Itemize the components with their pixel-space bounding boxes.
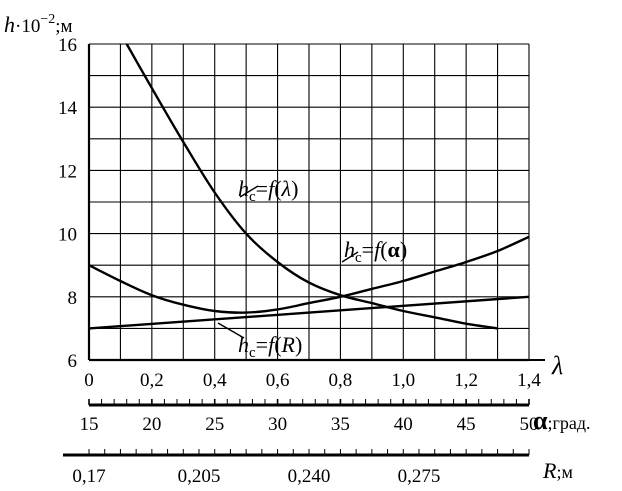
alpha-tick-label: 35 (331, 414, 350, 435)
lambda-tick-label: 0,2 (140, 370, 164, 391)
lambda-tick-label: 1,4 (517, 370, 541, 391)
leader-alpha (341, 251, 359, 263)
R-tick-label: 0,205 (178, 466, 221, 487)
annotation-lambda: hc=f(λ) (238, 176, 298, 205)
lambda-tick-label: 1,0 (391, 370, 415, 391)
x-axis-label-R: R;м (542, 458, 573, 483)
alpha-tick-label: 20 (142, 414, 161, 435)
y-tick-label: 16 (58, 35, 77, 56)
alpha-tick-label: 25 (205, 414, 224, 435)
alpha-tick-label: 40 (394, 414, 413, 435)
series-h-lambda (125, 43, 498, 330)
lambda-tick-label: 0,6 (266, 370, 290, 391)
series-h-alpha (88, 235, 530, 314)
y-tick-label: 10 (58, 225, 77, 246)
R-tick-label: 0,240 (288, 466, 331, 487)
leader-lambda (239, 185, 259, 198)
y-tick-label: 8 (68, 288, 78, 309)
annotation-alpha: hc=f(α) (344, 237, 407, 266)
lambda-tick-label: 0,8 (329, 370, 353, 391)
lambda-tick-label: 0 (84, 370, 94, 391)
leader-R (217, 322, 245, 339)
y-tick-label: 6 (68, 351, 78, 372)
x-axis-label-lambda: λ (551, 351, 563, 380)
series-h-R (88, 295, 530, 330)
y-axis-label: h·10−2;м (4, 12, 73, 37)
y-tick-label: 12 (58, 161, 77, 182)
alpha-tick-label: 30 (268, 414, 287, 435)
alpha-tick-label: 45 (457, 414, 476, 435)
lambda-tick-label: 0,4 (203, 370, 227, 391)
y-tick-label: 14 (58, 98, 78, 119)
series-layer (88, 43, 530, 330)
annotation-R: hc=f(R) (238, 332, 302, 361)
x-axis-label-alpha: α;град. (533, 406, 591, 435)
R-tick-label: 0,275 (398, 466, 441, 487)
lambda-tick-label: 1,2 (454, 370, 478, 391)
R-tick-label: 0,17 (72, 466, 105, 487)
alpha-tick-label: 50 (520, 414, 539, 435)
tick-labels: 6 8 10 12 14 16 0 0,2 0,4 0,6 0,8 1,0 1,2 1,4 15 20 25 30… (58, 35, 541, 487)
grid (63, 43, 545, 457)
alpha-tick-label: 15 (80, 414, 99, 435)
